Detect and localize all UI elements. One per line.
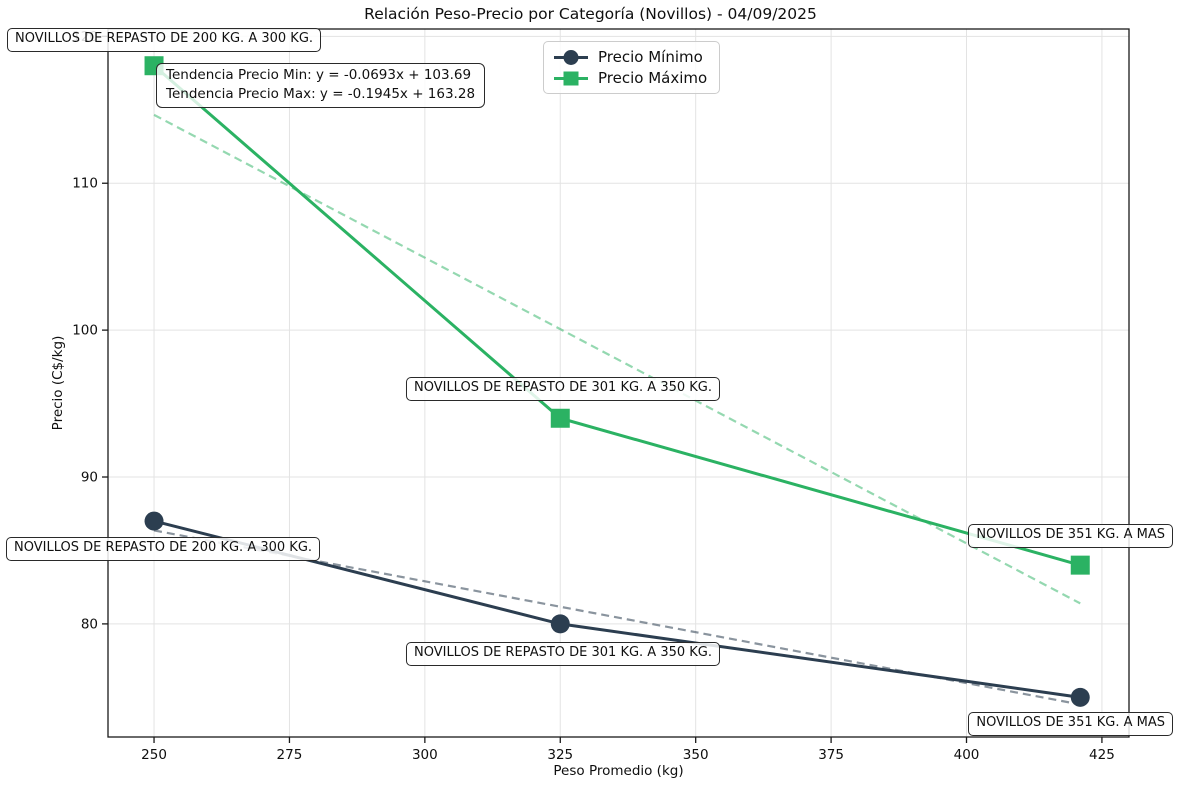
data-point-min-421kg (1070, 687, 1090, 707)
x-axis-label: Peso Promedio (kg) (553, 763, 684, 779)
data-point-min-325kg (550, 614, 570, 634)
legend-label-precio-minimo: Precio Mínimo (598, 48, 703, 66)
y-axis-label: Precio (C$/kg) (50, 335, 66, 431)
x-tick-label: 300 (412, 747, 438, 763)
label-min-351kg: NOVILLOS DE 351 KG. A MAS (968, 712, 1173, 736)
legend-label-precio-maximo: Precio Máximo (598, 69, 708, 87)
x-tick-label: 425 (1089, 747, 1115, 763)
label-max-301-350kg: NOVILLOS DE REPASTO DE 301 KG. A 350 KG. (405, 377, 721, 401)
x-tick-label: 275 (277, 747, 303, 763)
x-tick-label: 350 (683, 747, 709, 763)
data-point-max-325kg (550, 408, 570, 428)
legend-item-precio-maximo: Precio Máximo (553, 69, 707, 87)
chart-title: Relación Peso-Precio por Categoría (Novi… (364, 5, 817, 23)
series-line-precio-maximo (153, 64, 1081, 567)
y-tick-label: 100 (72, 323, 98, 339)
line-square-marker-icon (554, 71, 588, 85)
legend: Precio Mínimo Precio Máximo (543, 41, 721, 94)
y-tick-label: 90 (81, 470, 98, 486)
x-tick-label: 400 (954, 747, 980, 763)
label-max-200-300kg: NOVILLOS DE REPASTO DE 200 KG. A 300 KG. (7, 28, 322, 52)
legend-item-precio-minimo: Precio Mínimo (553, 48, 707, 66)
y-tick-label: 110 (72, 176, 98, 192)
axes-spines (107, 28, 1130, 738)
label-min-301-350kg: NOVILLOS DE REPASTO DE 301 KG. A 350 KG. (405, 642, 721, 666)
x-tick-label: 325 (547, 747, 573, 763)
label-min-200-300kg: NOVILLOS DE REPASTO DE 200 KG. A 300 KG. (6, 537, 321, 561)
data-point-max-421kg (1070, 555, 1090, 575)
trend-equation-min: Tendencia Precio Min: y = -0.0693x + 103… (166, 67, 472, 83)
x-tick-label: 375 (818, 747, 844, 763)
x-tick-label: 250 (141, 747, 167, 763)
line-circle-marker-icon (554, 49, 588, 65)
y-tick-label: 80 (81, 616, 98, 632)
label-max-351kg: NOVILLOS DE 351 KG. A MAS (968, 524, 1173, 548)
data-point-min-250kg (144, 511, 164, 531)
trend-equation-max: Tendencia Precio Max: y = -0.1945x + 163… (166, 85, 476, 102)
trend-equations-box: Tendencia Precio Min: y = -0.0693x + 103… (156, 63, 486, 108)
